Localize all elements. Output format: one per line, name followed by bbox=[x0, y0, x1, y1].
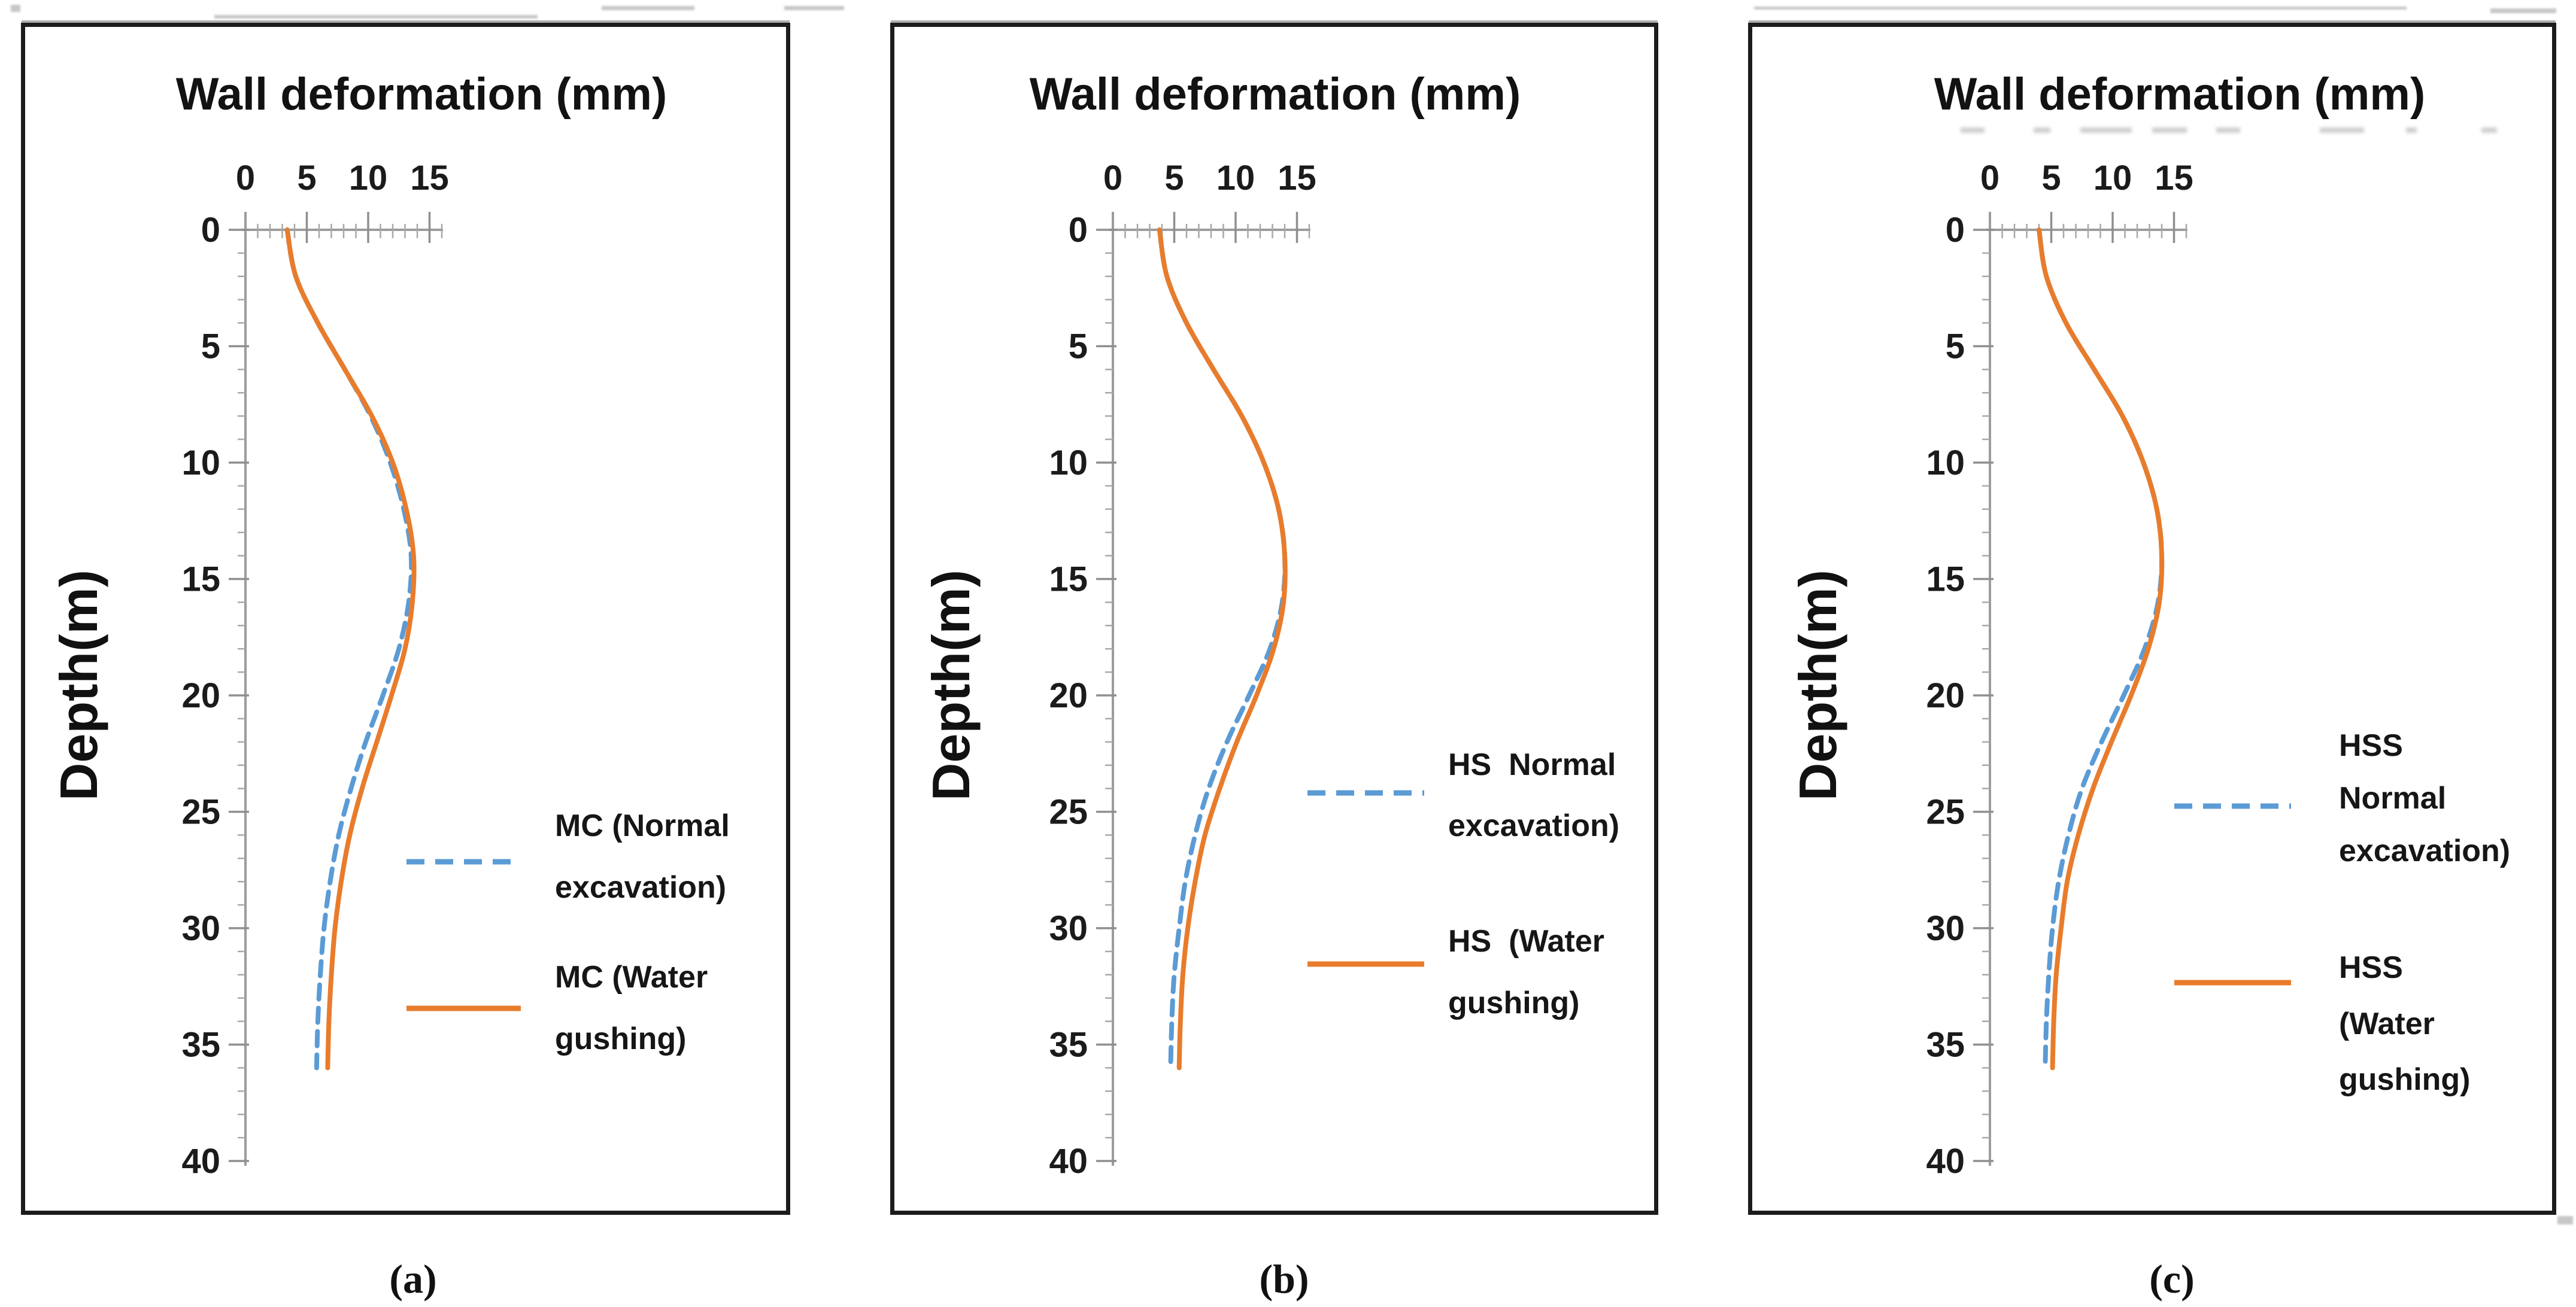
y-tick-label: 0 bbox=[1069, 211, 1088, 250]
legend-label: (Water bbox=[2339, 1007, 2435, 1041]
scan-artifact bbox=[11, 5, 20, 12]
scan-artifact bbox=[2152, 127, 2187, 133]
y-tick-label: 5 bbox=[1069, 327, 1088, 366]
x-tick-label: 15 bbox=[1278, 159, 1316, 197]
y-tick-label: 30 bbox=[181, 909, 220, 948]
legend-label: gushing) bbox=[2339, 1062, 2471, 1097]
x-tick-label: 10 bbox=[349, 159, 388, 197]
curve-water-gushing bbox=[1157, 227, 1288, 1071]
y-tick-label: 15 bbox=[1049, 560, 1088, 599]
y-tick-label: 10 bbox=[1049, 443, 1088, 482]
panel-label-b: (b) bbox=[1259, 1256, 1309, 1302]
y-axis-label: Depth(m) bbox=[921, 570, 981, 801]
x-tick-label: 5 bbox=[297, 159, 316, 197]
y-tick-label: 10 bbox=[1926, 443, 1965, 482]
legend-label: excavation) bbox=[2339, 834, 2510, 868]
x-tick-label: 0 bbox=[1980, 159, 1999, 197]
scan-artifact bbox=[2216, 127, 2240, 133]
y-tick-label: 5 bbox=[1946, 327, 1965, 366]
scan-artifact bbox=[2080, 127, 2132, 133]
legend-label: excavation) bbox=[1448, 808, 1619, 843]
y-tick-label: 25 bbox=[181, 793, 220, 832]
x-tick-label: 0 bbox=[236, 159, 255, 197]
x-tick-label: 15 bbox=[410, 159, 449, 197]
y-tick-label: 40 bbox=[1049, 1142, 1088, 1181]
panel-label-a: (a) bbox=[389, 1256, 437, 1302]
scan-artifact bbox=[784, 6, 844, 10]
y-tick-label: 15 bbox=[1926, 560, 1965, 599]
scan-artifact bbox=[2320, 127, 2364, 133]
chart-panel-c: Wall deformation (mm) 0 5 10 15 0 5 10 15 20 25 30 3… bbox=[1748, 23, 2556, 1215]
y-tick-label: 30 bbox=[1049, 909, 1088, 948]
y-tick-label: 0 bbox=[201, 211, 220, 250]
legend-label: excavation) bbox=[555, 870, 726, 905]
legend-label: MC (Water bbox=[555, 960, 708, 995]
scan-artifact bbox=[2557, 1216, 2573, 1224]
deformation-profile-chart: Wall deformation (mm) 0 5 10 15 0 5 10 15 20 25 30 3… bbox=[921, 69, 1619, 1181]
y-tick-label: 35 bbox=[1926, 1026, 1965, 1065]
y-tick-label: 30 bbox=[1926, 909, 1965, 948]
x-tick-label: 5 bbox=[1164, 159, 1184, 197]
y-tick-label: 25 bbox=[1926, 793, 1965, 832]
y-tick-label: 15 bbox=[181, 560, 220, 599]
chart-panel-b: Wall deformation (mm) 0 5 10 15 0 5 10 15 20 25 30 3… bbox=[890, 23, 1658, 1215]
deformation-profile-chart: Wall deformation (mm) 0 5 10 15 0 5 10 15 20 25 30 3… bbox=[1788, 69, 2510, 1181]
y-tick-label: 35 bbox=[1049, 1026, 1088, 1065]
chart-panel-a: Wall deformation (mm) 0 5 10 15 0 5 10 15 20 25 30 3… bbox=[21, 23, 790, 1215]
y-tick-label: 40 bbox=[1926, 1142, 1965, 1181]
curve-water-gushing bbox=[284, 227, 417, 1071]
scan-artifact bbox=[2406, 127, 2417, 133]
chart-title: Wall deformation (mm) bbox=[176, 69, 667, 120]
chart-title: Wall deformation (mm) bbox=[1934, 69, 2426, 120]
x-tick-label: 5 bbox=[2041, 159, 2061, 197]
scan-artifact bbox=[2034, 127, 2050, 133]
y-tick-label: 10 bbox=[181, 443, 220, 482]
legend-label: MC (Normal bbox=[555, 808, 730, 843]
curve-normal-excavation bbox=[284, 227, 414, 1071]
curve-normal-excavation bbox=[1157, 227, 1288, 1071]
chart-title: Wall deformation (mm) bbox=[1030, 69, 1521, 120]
x-tick-label: 15 bbox=[2155, 159, 2193, 197]
scan-artifact bbox=[2481, 127, 2497, 133]
scan-artifact bbox=[1754, 7, 2407, 10]
y-tick-label: 40 bbox=[181, 1142, 220, 1181]
legend-label: Normal bbox=[2339, 781, 2446, 816]
panel-label-c: (c) bbox=[2149, 1256, 2195, 1302]
deformation-profile-chart: Wall deformation (mm) 0 5 10 15 0 5 10 15 20 25 30 3… bbox=[49, 69, 730, 1181]
legend-label: HS Normal bbox=[1448, 747, 1616, 782]
legend-label: HSS bbox=[2339, 728, 2403, 763]
y-axis-label: Depth(m) bbox=[49, 570, 108, 801]
y-axis-label: Depth(m) bbox=[1788, 570, 1847, 801]
y-tick-label: 25 bbox=[1049, 793, 1088, 832]
x-tick-label: 10 bbox=[1216, 159, 1255, 197]
y-tick-label: 20 bbox=[181, 676, 220, 715]
y-tick-label: 5 bbox=[201, 327, 220, 366]
scan-artifact bbox=[1961, 127, 1985, 133]
x-tick-label: 10 bbox=[2093, 159, 2132, 197]
y-tick-label: 35 bbox=[181, 1026, 220, 1065]
legend-label: gushing) bbox=[1448, 986, 1580, 1020]
legend-label: HS (Water bbox=[1448, 924, 1604, 959]
y-tick-label: 20 bbox=[1926, 676, 1965, 715]
legend-label: gushing) bbox=[555, 1022, 687, 1056]
scan-artifact bbox=[214, 15, 538, 19]
scan-artifact bbox=[2490, 8, 2556, 13]
legend-label: HSS bbox=[2339, 950, 2403, 985]
y-tick-label: 0 bbox=[1946, 211, 1965, 250]
curve-water-gushing bbox=[2037, 227, 2165, 1071]
x-tick-label: 0 bbox=[1103, 159, 1122, 197]
y-tick-label: 20 bbox=[1049, 676, 1088, 715]
scan-artifact bbox=[602, 6, 694, 10]
